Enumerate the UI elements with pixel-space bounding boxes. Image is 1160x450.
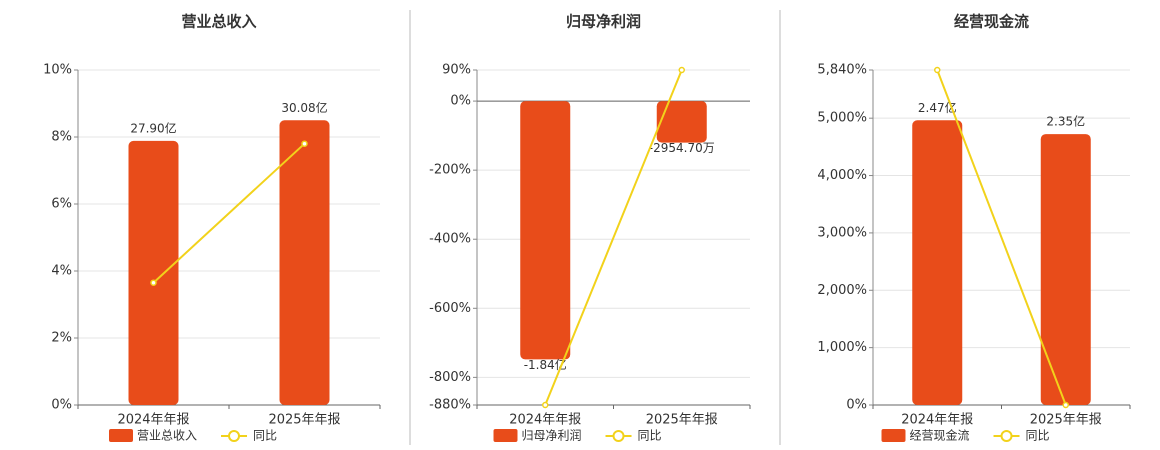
bar xyxy=(279,120,330,405)
point xyxy=(1062,401,1069,409)
line xyxy=(936,69,1067,406)
y-tick-label: 10% xyxy=(43,63,72,78)
legend-label: 同比 xyxy=(638,429,662,443)
y-tick-label: 5,840% xyxy=(817,63,867,78)
legend-label: 经营现金流 xyxy=(910,428,970,443)
legend-label: 归母净利润 xyxy=(522,429,582,443)
point xyxy=(934,66,941,74)
chart-title: 经营现金流 xyxy=(954,13,1029,31)
chart-title: 营业总收入 xyxy=(181,13,256,31)
bar xyxy=(656,101,707,143)
y-tick-label: 4% xyxy=(51,264,72,279)
legend-swatch xyxy=(881,429,906,442)
y-tick-label: -400% xyxy=(429,232,471,247)
legend-label: 同比 xyxy=(1026,429,1050,443)
y-tick-label: 6% xyxy=(51,197,72,212)
y-tick-label: -200% xyxy=(429,163,471,178)
y-tick-label: -880% xyxy=(429,398,471,413)
value-label: 2.35亿 xyxy=(1046,114,1085,129)
legend-swatch xyxy=(493,429,518,442)
legend-point xyxy=(612,430,625,442)
y-tick-label: -800% xyxy=(429,370,471,385)
x-tick-label: 2025年年报 xyxy=(1030,413,1102,428)
y-tick-label: 0% xyxy=(51,398,72,413)
y-tick-label: 1,000% xyxy=(817,340,867,355)
value-label: -2954.70万 xyxy=(649,141,715,155)
chart-title: 归母净利润 xyxy=(566,13,641,31)
bar xyxy=(1040,134,1091,405)
x-tick-label: 2024年年报 xyxy=(901,413,973,428)
legend-label: 同比 xyxy=(253,429,277,443)
y-tick-label: 5,000% xyxy=(817,111,867,126)
value-label: 2.47亿 xyxy=(918,100,957,115)
line xyxy=(544,69,683,406)
bar xyxy=(912,120,963,405)
y-tick-label: 0% xyxy=(846,398,867,413)
legend-point xyxy=(1000,430,1013,442)
x-tick-label: 2025年年报 xyxy=(268,413,340,428)
y-tick-label: 90% xyxy=(442,63,471,78)
value-label: -1.84亿 xyxy=(524,357,567,372)
legend-point xyxy=(228,430,241,442)
value-label: 30.08亿 xyxy=(281,100,327,115)
x-tick-label: 2024年年报 xyxy=(117,413,189,428)
bar xyxy=(128,140,179,406)
x-tick-label: 2024年年报 xyxy=(509,413,581,428)
point xyxy=(150,279,157,286)
y-tick-label: -600% xyxy=(429,301,471,316)
y-tick-label: 8% xyxy=(51,130,72,145)
legend-swatch xyxy=(109,429,133,442)
point xyxy=(678,66,685,74)
y-tick-label: 2% xyxy=(51,331,72,346)
y-tick-label: 3,000% xyxy=(817,225,867,240)
y-tick-label: 4,000% xyxy=(817,168,867,183)
point xyxy=(301,140,308,147)
y-tick-label: 2,000% xyxy=(817,283,867,298)
point xyxy=(542,401,549,409)
line xyxy=(152,142,306,284)
x-tick-label: 2025年年报 xyxy=(646,413,718,428)
value-label: 27.90亿 xyxy=(130,120,176,135)
y-tick-label: 0% xyxy=(450,94,471,109)
bar xyxy=(520,101,571,360)
legend-label: 营业总收入 xyxy=(137,429,197,443)
